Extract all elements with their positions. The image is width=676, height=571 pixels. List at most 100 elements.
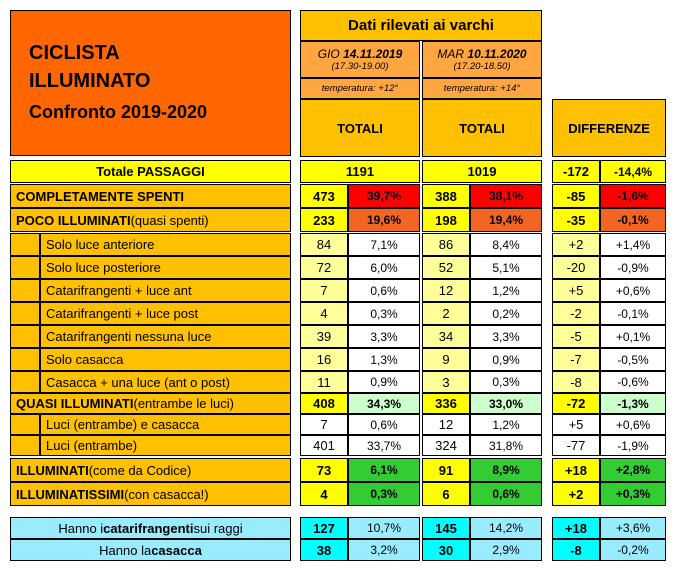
row-label-text: ILLUMINATISSIMI [16,486,125,502]
summary-label-bold: casacca [151,542,202,558]
value: 1,2% [492,283,520,298]
row-label-text: Totale PASSAGGI [96,164,205,179]
value: 1019 [467,164,497,179]
row-label-text: Solo luce posteriore [46,260,161,275]
value: 72 [316,260,332,275]
count-2020: 12 [422,279,470,302]
pct-2019: 19,6% [348,208,420,232]
value: -172 [562,164,590,179]
value: 86 [438,237,454,252]
value: -2 [570,306,582,321]
pct-2019: 6,1% [348,458,420,482]
value: 2,9% [492,543,520,557]
value: 198 [435,212,457,228]
diff-pct: -14,4% [600,160,666,183]
count-2020: 34 [422,325,470,348]
pct-2020: 1,2% [470,279,542,302]
row-indent [10,256,40,279]
value: 11 [317,374,331,390]
value: 84 [316,237,332,252]
value: 0,6% [492,487,520,501]
count-2020: 9 [422,348,470,371]
count-2020: 3 [422,371,470,393]
count-2019: 73 [300,458,348,482]
value: 14,2% [488,521,524,535]
diff-pct: -0,9% [600,256,666,279]
day-2019: GIO [317,47,340,61]
pct-2020: 0,6% [470,482,542,506]
value: 7 [320,283,328,298]
pct-2020: 19,4% [470,208,542,232]
value: -8 [570,374,582,390]
count-2019: 4 [300,482,348,506]
row-label-text: Luci (entrambe) [46,438,138,453]
diff-pct: -0,6% [600,371,666,393]
pct-2019: 10,7% [348,517,420,539]
value: 2 [442,306,450,321]
count-2020: 336 [422,393,470,414]
row-label: Totale PASSAGGI [10,160,291,183]
value: -35 [566,212,586,228]
diff-count: +5 [552,279,600,302]
diff-count: +18 [552,458,600,482]
value: 0,2% [492,306,520,321]
totali-2019-header: TOTALI [300,99,420,157]
row-label: QUASI ILLUMINATI (entrambe le luci) [10,393,291,414]
count-2020: 91 [422,458,470,482]
value: 52 [438,260,454,275]
count-2020: 30 [422,539,470,561]
row-indent [10,348,40,371]
row-label-extra: (come da Codice) [88,462,192,478]
row-label: COMPLETAMENTE SPENTI [10,184,291,208]
value: 1,2% [492,417,520,432]
count-2019: 473 [300,184,348,208]
row-label: POCO ILLUMINATI (quasi spenti) [10,208,291,232]
title-line-2: ILLUMINATO [29,70,151,92]
row-label: Solo casacca [40,348,291,371]
diff-count: -85 [552,184,600,208]
value: +2 [568,486,584,502]
row-label: Luci (entrambe) [40,435,291,456]
row-label-text: Luci (entrambe) e casacca [46,417,200,432]
diff-count: -72 [552,393,600,414]
value: -7 [570,352,582,367]
value: 31,8% [488,438,524,453]
diff-pct: -1,9% [600,435,666,456]
diff-count: +2 [552,482,600,506]
value: -5 [570,329,582,344]
value: +5 [568,283,584,298]
value: +1,4% [615,237,651,252]
value: 3,3% [492,329,520,344]
value: 12 [438,283,454,298]
value: 127 [313,520,335,536]
value: +5 [568,417,584,432]
row-label-text: Catarifrangenti nessuna luce [46,329,212,344]
row-label: Solo luce posteriore [40,256,291,279]
value: 3 [442,374,450,390]
row-indent [10,414,40,435]
value: 34 [438,329,454,344]
diff-pct: +0,6% [600,279,666,302]
value: -0,5% [617,352,649,367]
row-indent [10,371,40,393]
value: 8,4% [492,237,520,252]
diff-count: -2 [552,302,600,325]
value: 1191 [345,164,375,179]
value: 0,6% [370,283,398,298]
value: 0,9% [370,375,398,389]
value: 408 [313,396,335,411]
pct-2020: 38,1% [470,184,542,208]
value: 9 [442,352,450,367]
diff-count: -5 [552,325,600,348]
value: 34,3% [366,396,402,411]
row-label-text: COMPLETAMENTE SPENTI [16,188,185,204]
diff-pct: +0,3% [600,482,666,506]
count-2019: 39 [300,325,348,348]
row-label-text: POCO ILLUMINATI [16,212,131,228]
value: 30 [438,542,454,558]
pct-2019: 33,7% [348,435,420,456]
row-label-text: Casacca + una luce (ant o post) [46,374,230,390]
pct-2020: 2,9% [470,539,542,561]
count-2020: 388 [422,184,470,208]
diff-count: -8 [552,371,600,393]
